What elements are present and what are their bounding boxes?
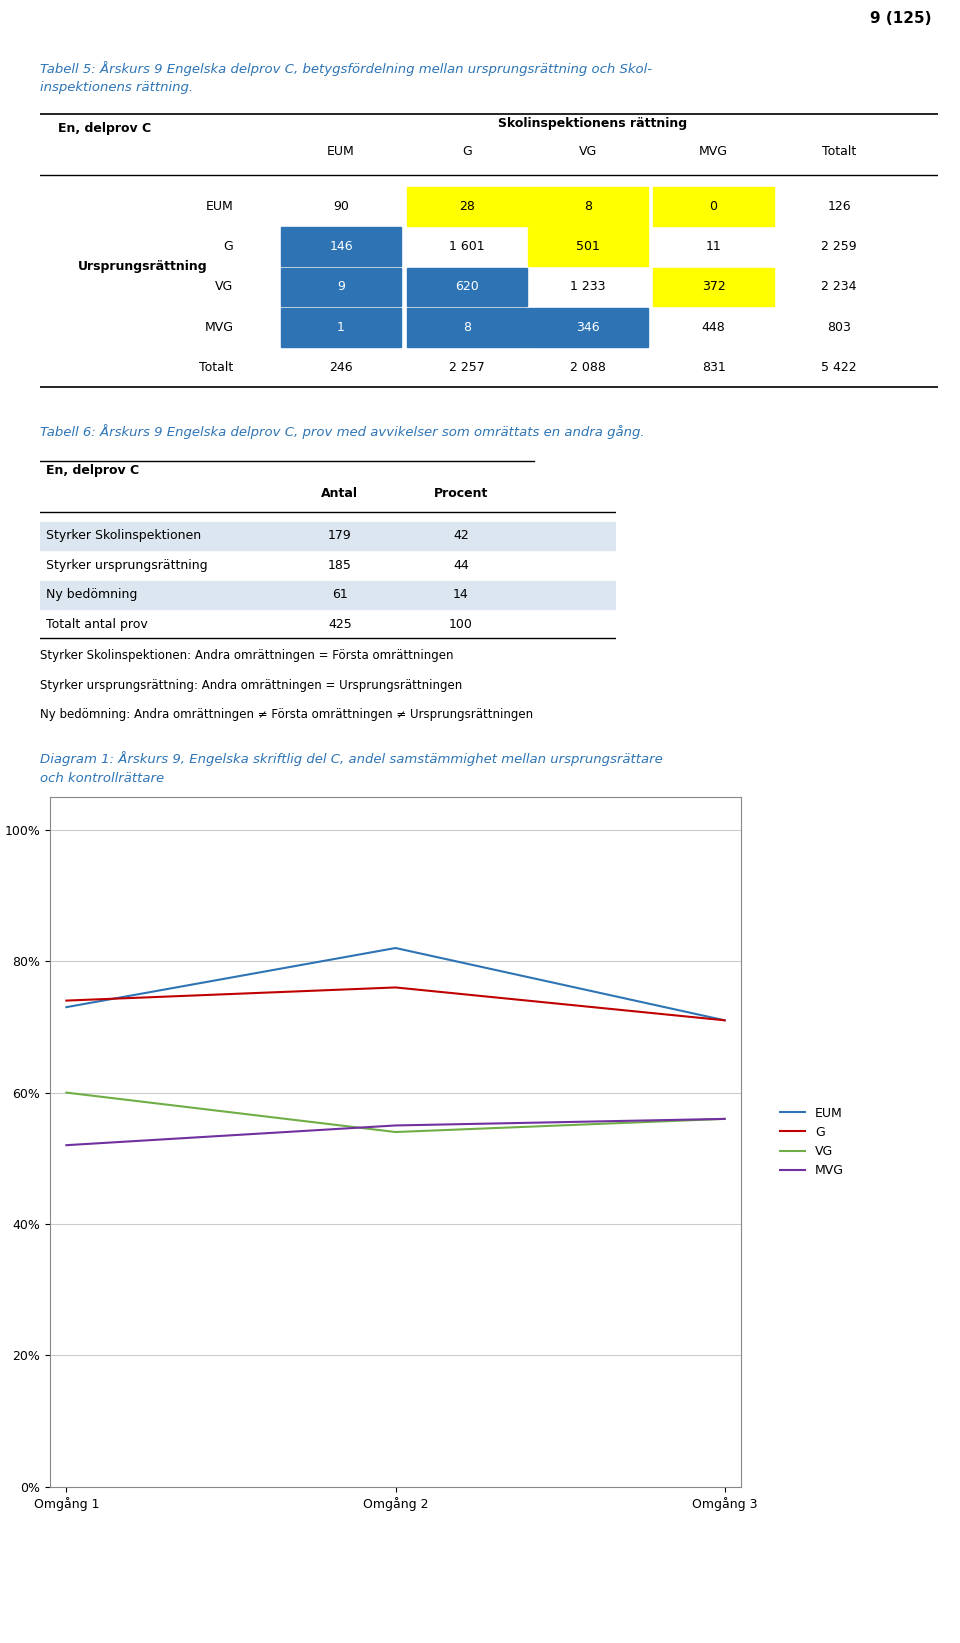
Bar: [281, 307, 401, 347]
Text: 11: 11: [706, 240, 721, 253]
Text: 9 (125): 9 (125): [870, 10, 931, 26]
Text: Ny bedömning: Andra omrättningen ≠ Första omrättningen ≠ Ursprungsrättningen: Ny bedömning: Andra omrättningen ≠ Först…: [40, 708, 534, 721]
Text: inspektionens rättning.: inspektionens rättning.: [40, 81, 194, 94]
Text: VG: VG: [579, 145, 597, 158]
Text: 61: 61: [332, 588, 348, 601]
Text: 620: 620: [455, 281, 478, 294]
Text: 803: 803: [828, 320, 852, 334]
Legend: EUM, G, VG, MVG: EUM, G, VG, MVG: [775, 1101, 849, 1183]
Bar: [406, 268, 527, 306]
VG: [719, 1109, 731, 1129]
Text: 448: 448: [702, 320, 726, 334]
Text: VG: VG: [215, 281, 233, 294]
Bar: [406, 187, 527, 225]
Text: 2 257: 2 257: [449, 361, 485, 375]
Text: Diagram 1: Årskurs 9, Engelska skriftlig del C, andel samstämmighet mellan urspr: Diagram 1: Årskurs 9, Engelska skriftlig…: [40, 751, 663, 766]
Text: MVG: MVG: [204, 320, 233, 334]
Text: 2 234: 2 234: [822, 281, 857, 294]
Bar: [40, 580, 616, 610]
G: [60, 991, 72, 1010]
Text: G: G: [462, 145, 471, 158]
Text: Ursprungsrättning: Ursprungsrättning: [78, 260, 207, 273]
Text: EUM: EUM: [327, 145, 355, 158]
Text: Skolinspektionens rättning: Skolinspektionens rättning: [498, 117, 687, 130]
Bar: [654, 268, 774, 306]
EUM: [60, 997, 72, 1017]
Line: EUM: EUM: [66, 948, 725, 1020]
Text: 28: 28: [459, 200, 474, 214]
Text: 126: 126: [828, 200, 851, 214]
Text: 501: 501: [576, 240, 600, 253]
Text: Antal: Antal: [322, 486, 358, 499]
Text: Styrker ursprungsrättning: Andra omrättningen = Ursprungsrättningen: Styrker ursprungsrättning: Andra omrättn…: [40, 679, 463, 692]
Bar: [406, 307, 527, 347]
VG: [60, 1083, 72, 1102]
Line: MVG: MVG: [66, 1119, 725, 1145]
VG: [390, 1122, 401, 1142]
Text: En, delprov C: En, delprov C: [46, 463, 139, 476]
Text: Styrker Skolinspektionen: Andra omrättningen = Första omrättningen: Styrker Skolinspektionen: Andra omrättni…: [40, 649, 454, 662]
Text: 425: 425: [328, 618, 351, 631]
Text: 9: 9: [337, 281, 345, 294]
Text: En, delprov C: En, delprov C: [59, 122, 152, 135]
Text: Ny bedömning: Ny bedömning: [46, 588, 137, 601]
Text: Tabell 6: Årskurs 9 Engelska delprov C, prov med avvikelser som omrättats en and: Tabell 6: Årskurs 9 Engelska delprov C, …: [40, 424, 645, 439]
Text: 44: 44: [453, 559, 468, 572]
Line: G: G: [66, 987, 725, 1020]
MVG: [390, 1116, 401, 1135]
Text: 14: 14: [453, 588, 468, 601]
Text: 346: 346: [576, 320, 600, 334]
Text: 90: 90: [333, 200, 348, 214]
Text: 831: 831: [702, 361, 726, 375]
Text: 5 422: 5 422: [822, 361, 857, 375]
Text: 372: 372: [702, 281, 726, 294]
Text: och kontrollrättare: och kontrollrättare: [40, 772, 164, 785]
EUM: [390, 938, 401, 958]
Text: Totalt antal prov: Totalt antal prov: [46, 618, 148, 631]
Text: 179: 179: [328, 529, 351, 542]
Bar: [281, 227, 401, 266]
Bar: [528, 227, 648, 266]
MVG: [719, 1109, 731, 1129]
EUM: [719, 1010, 731, 1030]
Line: VG: VG: [66, 1093, 725, 1132]
Text: Tabell 5: Årskurs 9 Engelska delprov C, betygsfördelning mellan ursprungsrättnin: Tabell 5: Årskurs 9 Engelska delprov C, …: [40, 61, 653, 76]
Text: 8: 8: [584, 200, 592, 214]
Text: 0: 0: [709, 200, 717, 214]
Text: Totalt: Totalt: [199, 361, 233, 375]
G: [390, 978, 401, 997]
Bar: [528, 187, 648, 225]
Text: MVG: MVG: [699, 145, 728, 158]
Text: 42: 42: [453, 529, 468, 542]
Text: Totalt: Totalt: [822, 145, 856, 158]
MVG: [60, 1135, 72, 1155]
Text: G: G: [224, 240, 233, 253]
Bar: [281, 268, 401, 306]
Text: Procent: Procent: [434, 486, 488, 499]
Text: 185: 185: [328, 559, 351, 572]
Bar: [654, 187, 774, 225]
Bar: [528, 307, 648, 347]
Bar: [40, 521, 616, 550]
G: [719, 1010, 731, 1030]
Text: 1 233: 1 233: [570, 281, 606, 294]
Text: 8: 8: [463, 320, 470, 334]
Text: 2 259: 2 259: [822, 240, 857, 253]
Text: 146: 146: [329, 240, 353, 253]
Text: 2 088: 2 088: [570, 361, 606, 375]
Text: Styrker ursprungsrättning: Styrker ursprungsrättning: [46, 559, 207, 572]
Text: 100: 100: [449, 618, 472, 631]
Text: EUM: EUM: [205, 200, 233, 214]
Text: Styrker Skolinspektionen: Styrker Skolinspektionen: [46, 529, 202, 542]
Text: 246: 246: [329, 361, 353, 375]
Text: 1: 1: [337, 320, 345, 334]
Text: 1 601: 1 601: [449, 240, 485, 253]
